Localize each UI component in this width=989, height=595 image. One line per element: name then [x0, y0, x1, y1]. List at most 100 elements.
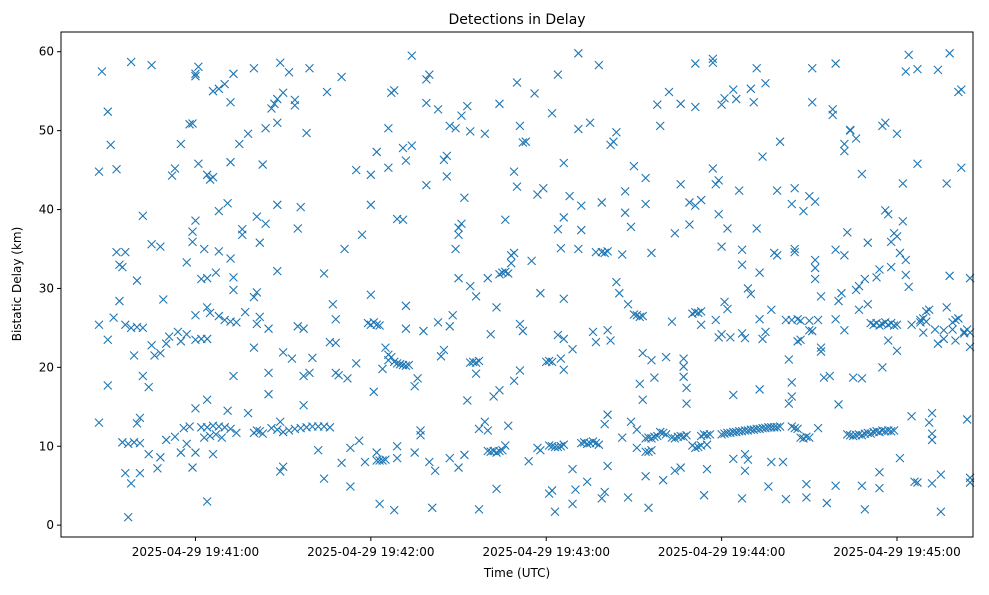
data-point: [807, 326, 817, 336]
data-point: [939, 325, 949, 335]
data-point: [275, 467, 285, 476]
data-point: [781, 494, 791, 504]
data-point: [293, 224, 303, 233]
data-point: [202, 170, 212, 180]
data-point: [793, 336, 803, 346]
data-point: [915, 315, 925, 325]
data-point: [875, 265, 884, 274]
data-point: [272, 200, 282, 210]
data-point: [182, 439, 192, 449]
data-point: [454, 463, 463, 472]
data-point: [746, 84, 756, 94]
data-point: [188, 119, 197, 128]
data-point: [132, 276, 142, 285]
data-point: [740, 333, 750, 343]
data-point: [936, 507, 946, 517]
data-point: [220, 79, 230, 89]
data-point: [585, 118, 595, 128]
data-point: [226, 97, 235, 107]
data-point: [790, 423, 800, 433]
data-point: [635, 379, 645, 389]
data-point: [804, 325, 814, 335]
data-point: [278, 347, 288, 357]
data-point: [547, 357, 557, 367]
data-point: [737, 329, 747, 338]
data-point: [205, 431, 215, 441]
data-point: [942, 179, 952, 188]
data-point: [737, 260, 747, 270]
data-point: [267, 423, 276, 433]
data-point: [641, 199, 651, 209]
data-point: [299, 400, 309, 410]
data-point: [226, 254, 235, 263]
data-point: [819, 373, 829, 382]
data-point: [649, 432, 659, 442]
data-point: [229, 273, 238, 282]
data-point: [231, 428, 241, 438]
data-point: [416, 426, 425, 435]
data-point: [223, 406, 233, 416]
data-point: [138, 371, 148, 381]
data-point: [305, 368, 314, 378]
data-point: [661, 430, 671, 439]
data-point: [202, 302, 212, 312]
data-point: [430, 466, 440, 476]
data-point: [410, 381, 420, 391]
data-point: [573, 48, 583, 58]
y-tick-label: 60: [39, 45, 54, 59]
data-point: [594, 440, 604, 450]
data-point: [150, 351, 159, 360]
data-point: [199, 244, 209, 254]
data-point: [772, 186, 782, 195]
data-point: [857, 169, 867, 179]
x-tick-label: 2025-04-29 19:43:00: [483, 545, 610, 559]
data-point: [664, 87, 674, 97]
data-point: [182, 258, 192, 267]
data-point: [927, 408, 937, 418]
data-point: [810, 255, 820, 265]
data-point: [889, 426, 899, 435]
data-point: [714, 209, 724, 219]
data-point: [167, 171, 177, 180]
data-point: [778, 457, 788, 467]
data-point: [278, 427, 288, 437]
data-point: [544, 356, 554, 366]
data-point: [261, 123, 271, 133]
data-point: [714, 175, 724, 185]
data-point: [638, 311, 648, 321]
data-point: [787, 422, 797, 431]
data-point: [267, 104, 276, 113]
data-point: [515, 366, 525, 375]
data-point: [500, 215, 510, 225]
data-point: [229, 69, 238, 79]
data-point: [600, 487, 610, 497]
data-point: [717, 100, 727, 109]
data-point: [123, 439, 133, 449]
data-point: [813, 423, 823, 433]
data-point: [720, 297, 729, 307]
data-point: [258, 160, 268, 169]
data-point: [676, 179, 686, 189]
data-point: [153, 463, 162, 473]
data-point: [188, 463, 197, 472]
data-point: [810, 274, 820, 284]
data-point: [872, 273, 881, 282]
data-point: [611, 127, 621, 137]
data-point: [787, 377, 797, 387]
data-point: [372, 448, 382, 457]
data-point: [801, 493, 811, 502]
data-point: [834, 296, 843, 306]
data-point: [383, 163, 393, 173]
data-point: [255, 312, 265, 322]
data-point: [413, 374, 423, 383]
data-point: [962, 415, 972, 424]
data-point: [755, 385, 765, 394]
data-point: [442, 172, 452, 181]
data-point: [325, 422, 335, 432]
data-point: [810, 197, 820, 207]
data-point: [278, 462, 288, 472]
data-point: [696, 195, 706, 205]
data-point: [176, 139, 186, 149]
data-point: [120, 468, 130, 478]
data-point: [474, 424, 484, 434]
